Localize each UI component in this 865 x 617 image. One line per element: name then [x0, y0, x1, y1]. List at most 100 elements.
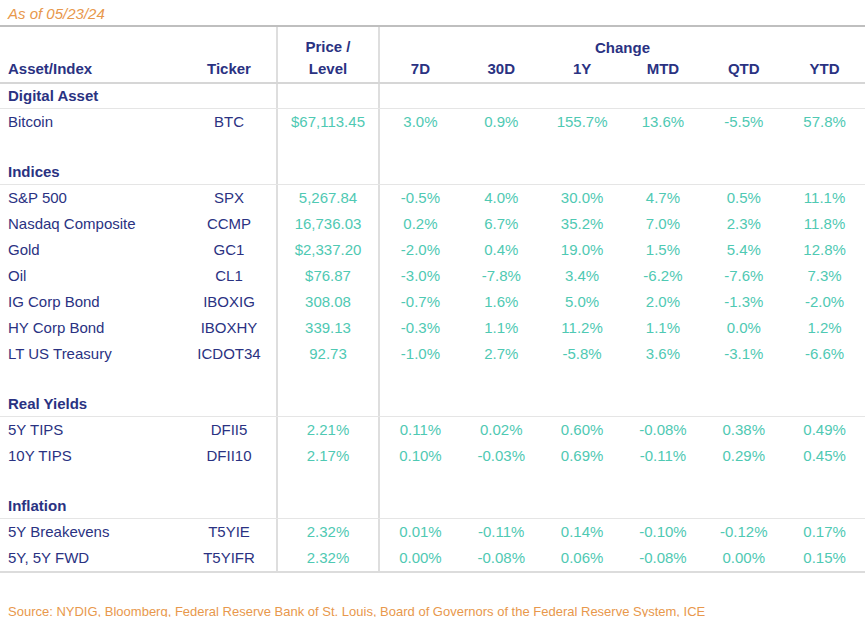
ticker-cell: IBOXHY [182, 320, 276, 337]
change-cell-1y: 0.14% [542, 524, 623, 541]
change-cell-1y: 30.0% [542, 190, 623, 207]
asset-name-cell: 5Y TIPS [0, 422, 182, 439]
change-cell-30d: 2.7% [461, 346, 542, 363]
price-level-header-line1: Price / [276, 27, 380, 56]
period-header-qtd: QTD [703, 61, 784, 78]
change-cell-30d: -7.8% [461, 268, 542, 285]
change-cell-1y: 0.06% [542, 550, 623, 567]
asset-name-cell: LT US Treasury [0, 346, 182, 363]
table-row: 5Y TIPSDFII52.21%0.11%0.02%0.60%-0.08%0.… [0, 417, 865, 443]
ticker-cell: DFII5 [182, 422, 276, 439]
change-cell-7d: 0.00% [380, 550, 461, 567]
price-cell: 92.73 [276, 341, 380, 367]
ticker-cell: ICDOT34 [182, 346, 276, 363]
section-row: Digital Asset [0, 84, 865, 109]
change-cell-7d: -0.5% [380, 190, 461, 207]
asset-name-cell: Nasdaq Composite [0, 216, 182, 233]
change-cell-1y: 5.0% [542, 294, 623, 311]
price-level-header-line2: Level [276, 56, 380, 82]
ticker-cell: CCMP [182, 216, 276, 233]
market-performance-table: Price / Change Asset/Index Ticker Level … [0, 25, 865, 573]
change-cell-7d: 0.01% [380, 524, 461, 541]
change-cell-mtd: -0.11% [623, 448, 704, 465]
table-header: Price / Change Asset/Index Ticker Level … [0, 27, 865, 84]
asset-name-cell: 5Y, 5Y FWD [0, 550, 182, 567]
section-row: Real Yields [0, 392, 865, 417]
price-cell: 2.17% [276, 443, 380, 469]
change-cell-7d: 0.2% [380, 216, 461, 233]
price-cell: 2.32% [276, 545, 380, 571]
price-cell: 2.32% [276, 519, 380, 545]
change-cell-7d: -0.3% [380, 320, 461, 337]
period-header-7d: 7D [380, 61, 461, 78]
period-header-1y: 1Y [542, 61, 623, 78]
change-cell-mtd: 1.1% [623, 320, 704, 337]
as-of-date: As of 05/23/24 [0, 0, 865, 25]
section-price-cell [276, 392, 380, 416]
change-cell-ytd: 0.17% [784, 524, 865, 541]
ticker-cell: IBOXIG [182, 294, 276, 311]
change-cell-7d: 0.11% [380, 422, 461, 439]
ticker-cell: DFII10 [182, 448, 276, 465]
change-cell-30d: -0.08% [461, 550, 542, 567]
change-cell-qtd: 0.0% [703, 320, 784, 337]
change-cell-7d: -3.0% [380, 268, 461, 285]
table-row: S&P 500SPX5,267.84-0.5%4.0%30.0%4.7%0.5%… [0, 185, 865, 211]
asset-name-cell: Bitcoin [0, 114, 182, 131]
asset-index-header: Asset/Index [0, 61, 182, 78]
asset-name-cell: Gold [0, 242, 182, 259]
table-row: HY Corp BondIBOXHY339.13-0.3%1.1%11.2%1.… [0, 315, 865, 341]
change-cell-qtd: -1.3% [703, 294, 784, 311]
section-price-cell [276, 84, 380, 108]
market-performance-page: As of 05/23/24 Price / Change Asset/Inde… [0, 0, 865, 617]
price-cell: $76.87 [276, 263, 380, 289]
change-cell-mtd: -0.08% [623, 422, 704, 439]
table-row: IG Corp BondIBOXIG308.08-0.7%1.6%5.0%2.0… [0, 289, 865, 315]
table-row: BitcoinBTC$67,113.453.0%0.9%155.7%13.6%-… [0, 109, 865, 135]
price-cell: 308.08 [276, 289, 380, 315]
section-title: Digital Asset [0, 88, 276, 105]
spacer-price-cell [276, 367, 380, 392]
ticker-cell: CL1 [182, 268, 276, 285]
change-cell-1y: 19.0% [542, 242, 623, 259]
table-row: 5Y BreakevensT5YIE2.32%0.01%-0.11%0.14%-… [0, 519, 865, 545]
change-cell-mtd: 1.5% [623, 242, 704, 259]
change-cell-ytd: 1.2% [784, 320, 865, 337]
spacer-row [0, 367, 865, 392]
table-row: 10Y TIPSDFII102.17%0.10%-0.03%0.69%-0.11… [0, 443, 865, 469]
change-cell-ytd: 7.3% [784, 268, 865, 285]
spacer-price-cell [276, 135, 380, 160]
change-cell-7d: -0.7% [380, 294, 461, 311]
change-cell-qtd: 0.29% [703, 448, 784, 465]
change-cell-mtd: -0.10% [623, 524, 704, 541]
ticker-cell: T5YIE [182, 524, 276, 541]
change-cell-ytd: 11.8% [784, 216, 865, 233]
asset-name-cell: Oil [0, 268, 182, 285]
spacer-row [0, 135, 865, 160]
change-cell-qtd: 2.3% [703, 216, 784, 233]
change-cell-7d: 0.10% [380, 448, 461, 465]
change-cell-qtd: 0.5% [703, 190, 784, 207]
change-cell-mtd: -6.2% [623, 268, 704, 285]
ticker-cell: T5YIFR [182, 550, 276, 567]
ticker-cell: SPX [182, 190, 276, 207]
change-cell-ytd: -6.6% [784, 346, 865, 363]
change-cell-mtd: 7.0% [623, 216, 704, 233]
change-group-header: Change [380, 40, 865, 57]
change-cell-qtd: -3.1% [703, 346, 784, 363]
price-cell: 2.21% [276, 417, 380, 443]
asset-name-cell: IG Corp Bond [0, 294, 182, 311]
table-row: 5Y, 5Y FWDT5YIFR2.32%0.00%-0.08%0.06%-0.… [0, 545, 865, 571]
change-cell-1y: -5.8% [542, 346, 623, 363]
change-cell-30d: 0.4% [461, 242, 542, 259]
change-cell-1y: 0.60% [542, 422, 623, 439]
change-cell-qtd: 5.4% [703, 242, 784, 259]
period-header-ytd: YTD [784, 61, 865, 78]
table-row: OilCL1$76.87-3.0%-7.8%3.4%-6.2%-7.6%7.3% [0, 263, 865, 289]
price-cell: 339.13 [276, 315, 380, 341]
change-cell-ytd: 0.15% [784, 550, 865, 567]
change-cell-30d: 1.6% [461, 294, 542, 311]
price-cell: $2,337.20 [276, 237, 380, 263]
price-cell: $67,113.45 [276, 109, 380, 135]
change-cell-30d: 0.9% [461, 114, 542, 131]
